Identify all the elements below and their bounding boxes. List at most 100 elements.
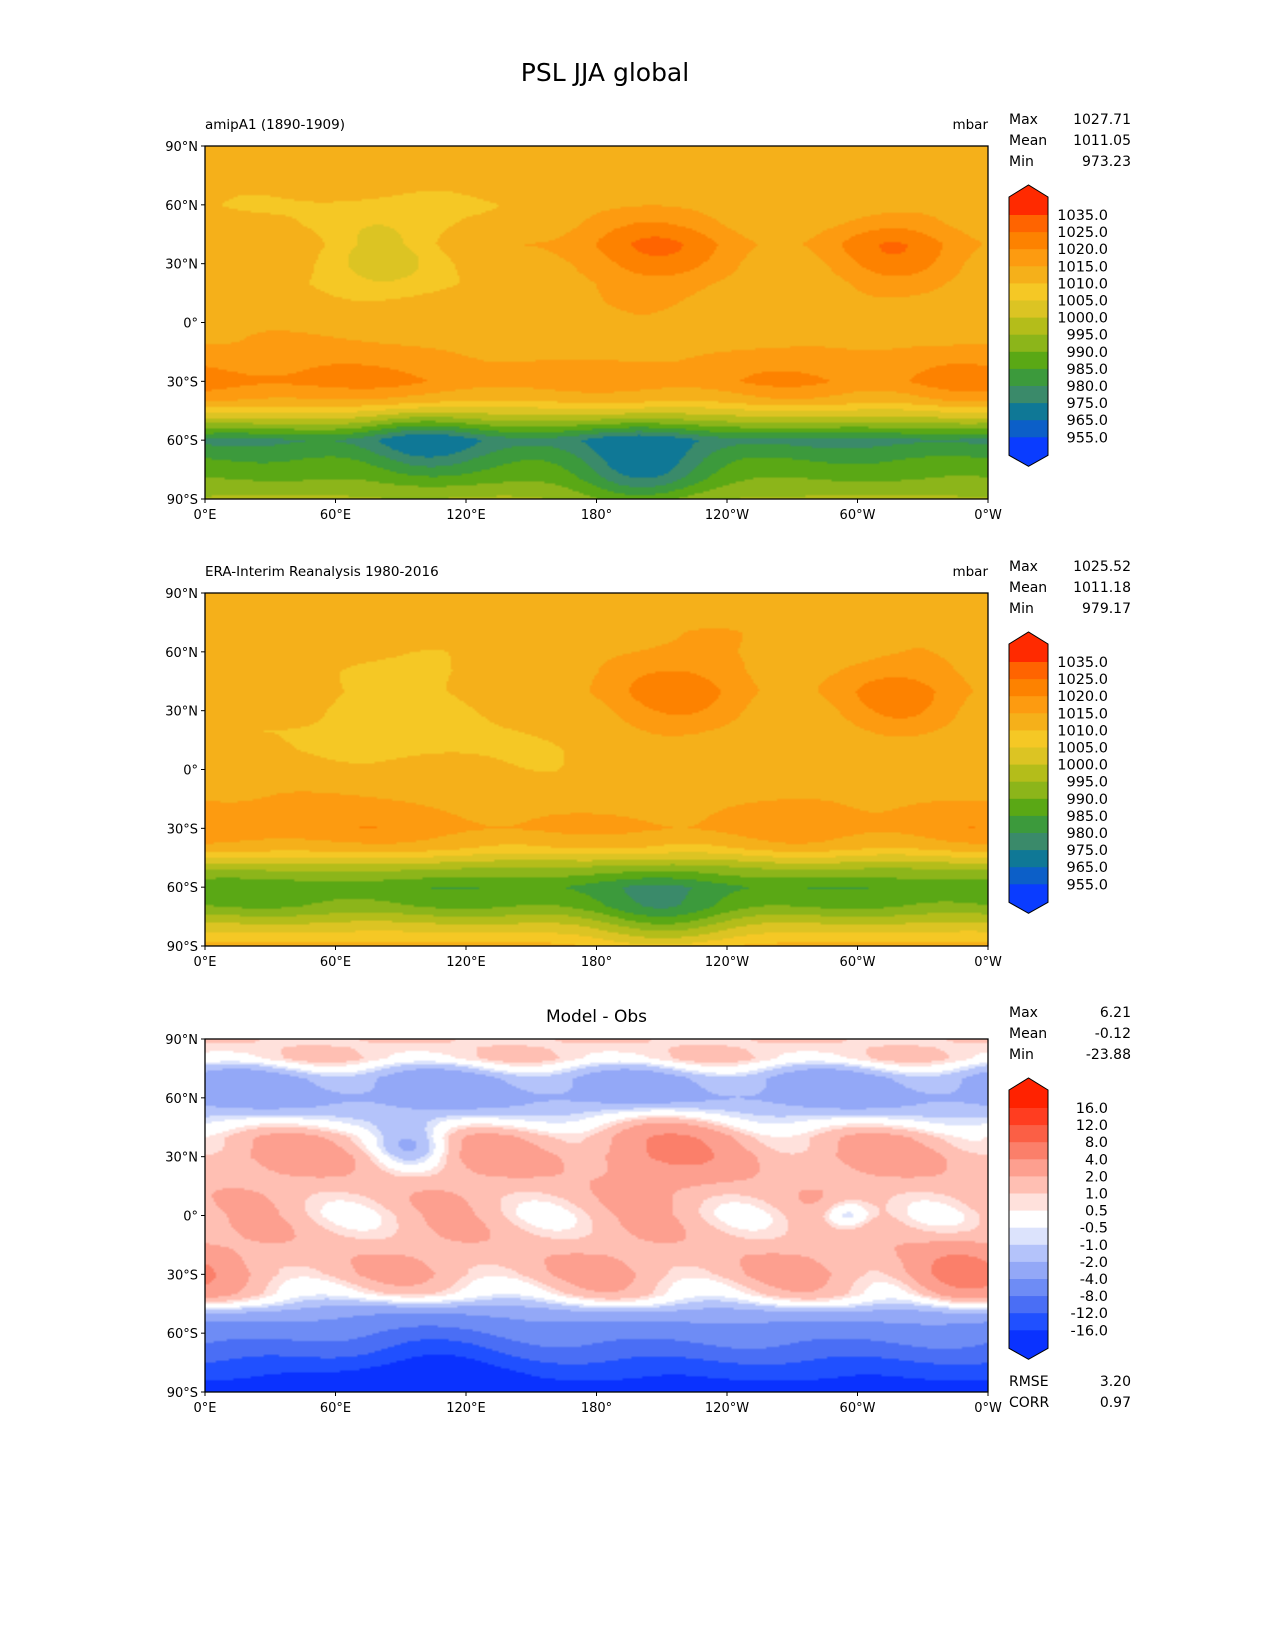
stat-label: Min xyxy=(1009,154,1034,170)
stat-label: Max xyxy=(1009,112,1038,128)
colorbar-label: 955.0 xyxy=(1066,430,1108,446)
colorbar-label: -8.0 xyxy=(1080,1289,1108,1305)
y-tick-label: 30°S xyxy=(167,822,198,837)
colorbar-segment xyxy=(1009,1210,1048,1229)
colorbar-label: 955.0 xyxy=(1066,877,1108,893)
colorbar-segment xyxy=(1009,662,1048,680)
colorbar-segment xyxy=(1009,351,1048,370)
stat-value: 3.20 xyxy=(1099,1374,1131,1390)
colorbar-label: 1035.0 xyxy=(1057,655,1108,671)
x-tick-label: 60°E xyxy=(320,1401,351,1416)
colorbar-label: -1.0 xyxy=(1080,1238,1108,1254)
colorbar-label: 1020.0 xyxy=(1057,242,1108,258)
colorbar-extend-min xyxy=(1009,455,1048,467)
colorbar-outline xyxy=(1008,631,1049,914)
colorbar-label: 990.0 xyxy=(1066,792,1108,808)
stat-value: 979.17 xyxy=(1082,601,1131,617)
map-axes: 0°E 60°E 120°E 180° 120°W 60°W 0°W 90°N 60°N 30°N… xyxy=(165,140,1108,523)
colorbar-label: 985.0 xyxy=(1066,362,1108,378)
colorbar-segment xyxy=(1009,781,1048,800)
colorbar-label: 1035.0 xyxy=(1057,208,1108,224)
stat-label: Max xyxy=(1009,559,1038,575)
colorbar-segment xyxy=(1009,764,1048,783)
colorbar-label: -4.0 xyxy=(1080,1272,1108,1288)
stat-min: Min 973.23 xyxy=(1009,154,1131,170)
colorbar-label: 965.0 xyxy=(1066,413,1108,429)
x-tick-label: 60°W xyxy=(840,508,876,523)
stat-max: Max 1027.71 xyxy=(1009,112,1131,128)
units-label: mbar xyxy=(952,117,988,133)
x-tick-label: 120°E xyxy=(446,508,486,523)
map-axes: 0°E 60°E 120°E 180° 120°W 60°W 0°W 90°N 60°N 30°N… xyxy=(165,587,1108,970)
y-tick-label: 60°S xyxy=(167,881,198,896)
x-tick-label: 0°E xyxy=(194,955,217,970)
colorbar-label: 1005.0 xyxy=(1057,294,1108,310)
stat-value: -23.88 xyxy=(1085,1047,1131,1063)
y-tick-label: 0° xyxy=(183,1210,198,1225)
colorbar-segment xyxy=(1009,1142,1048,1160)
colorbar-segment xyxy=(1009,798,1048,817)
colorbar-label: -0.5 xyxy=(1080,1221,1108,1237)
colorbar-label: 1005.0 xyxy=(1057,741,1108,757)
colorbar-segment xyxy=(1009,215,1048,233)
stat-value: 1011.18 xyxy=(1073,580,1131,596)
x-tick-label: 60°W xyxy=(840,955,876,970)
stat-corr: CORR 0.97 xyxy=(1009,1395,1131,1411)
colorbar-segment xyxy=(1009,420,1048,438)
colorbar-label: 995.0 xyxy=(1066,775,1108,791)
colorbar-segment xyxy=(1009,713,1048,731)
map-frame xyxy=(204,1038,989,1393)
y-tick-label: 90°S xyxy=(167,1386,198,1401)
colorbar-label: 1025.0 xyxy=(1057,672,1108,688)
colorbar-outline xyxy=(1008,1077,1049,1360)
colorbar-label: 990.0 xyxy=(1066,345,1108,361)
colorbar: -16.0-12.0-8.0-4.0-2.0-1.0-0.50.51.0 2.04… xyxy=(1008,1077,1108,1360)
map-field xyxy=(205,593,988,946)
stat-rmse: RMSE 3.20 xyxy=(1009,1374,1131,1390)
colorbar-label: 1015.0 xyxy=(1057,706,1108,722)
y-tick-label: 0° xyxy=(183,764,198,779)
panel-title-left: amipA1 (1890-1909) xyxy=(205,117,345,133)
figure-title: PSL JJA global xyxy=(520,58,690,87)
x-tick-label: 0°E xyxy=(194,1401,217,1416)
colorbar-segment xyxy=(1009,249,1048,267)
x-tick-label: 0°W xyxy=(974,955,1002,970)
colorbar-segment xyxy=(1009,867,1048,885)
colorbar-segment xyxy=(1009,1313,1048,1331)
map-axes: 0°E 60°E 120°E 180° 120°W 60°W 0°W 90°N 60°N 30°N… xyxy=(165,1033,1108,1416)
y-tick-label: 60°S xyxy=(167,434,198,449)
colorbar-label: 1010.0 xyxy=(1057,723,1108,739)
x-tick-label: 0°W xyxy=(974,1401,1002,1416)
x-tick-label: 120°E xyxy=(446,1401,486,1416)
x-tick-label: 180° xyxy=(581,508,612,523)
colorbar-label: 975.0 xyxy=(1066,843,1108,859)
colorbar-label: 1000.0 xyxy=(1057,758,1108,774)
colorbar-segment xyxy=(1009,1227,1048,1246)
y-tick-label: 90°N xyxy=(165,140,198,155)
colorbar-segment xyxy=(1009,334,1048,353)
colorbar-segment xyxy=(1009,730,1048,748)
colorbar-label: 985.0 xyxy=(1066,809,1108,825)
colorbar-segment xyxy=(1009,232,1048,250)
stat-label: Mean xyxy=(1009,1026,1048,1042)
colorbar-label: 1025.0 xyxy=(1057,225,1108,241)
stat-min: Min 979.17 xyxy=(1009,601,1131,617)
colorbar-segment xyxy=(1009,679,1048,697)
colorbar-label: 965.0 xyxy=(1066,860,1108,876)
colorbar-segment xyxy=(1009,1244,1048,1263)
units-label: mbar xyxy=(952,564,988,580)
map-frame xyxy=(204,145,989,500)
y-tick-label: 30°N xyxy=(165,258,198,273)
colorbar-label: 980.0 xyxy=(1066,379,1108,395)
x-tick-label: 60°E xyxy=(320,508,351,523)
x-tick-label: 0°E xyxy=(194,508,217,523)
colorbar-segment xyxy=(1009,317,1048,336)
y-tick-label: 60°S xyxy=(167,1327,198,1342)
colorbar-segment xyxy=(1009,1108,1048,1126)
y-tick-label: 60°N xyxy=(165,1092,198,1107)
stat-mean: Mean 1011.18 xyxy=(1009,580,1131,596)
colorbar-label: -12.0 xyxy=(1070,1306,1108,1322)
stat-label: Mean xyxy=(1009,580,1048,596)
colorbar-segment xyxy=(1009,1296,1048,1314)
